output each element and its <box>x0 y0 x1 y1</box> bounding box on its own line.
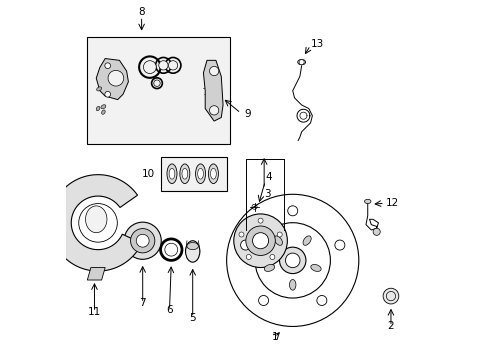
Ellipse shape <box>310 265 321 271</box>
Ellipse shape <box>85 206 107 233</box>
Ellipse shape <box>264 265 274 271</box>
Ellipse shape <box>96 107 100 111</box>
Circle shape <box>372 228 380 235</box>
Circle shape <box>233 214 287 267</box>
Circle shape <box>277 232 282 237</box>
Circle shape <box>334 240 344 250</box>
Circle shape <box>246 255 251 260</box>
Circle shape <box>209 106 218 115</box>
Text: 6: 6 <box>166 305 172 315</box>
Ellipse shape <box>182 168 187 179</box>
Ellipse shape <box>166 164 177 184</box>
Circle shape <box>168 61 177 70</box>
Circle shape <box>285 253 299 267</box>
Circle shape <box>209 66 218 76</box>
Circle shape <box>258 296 268 306</box>
Circle shape <box>269 255 274 260</box>
Circle shape <box>287 206 297 216</box>
Ellipse shape <box>185 241 200 262</box>
Circle shape <box>240 240 250 250</box>
Polygon shape <box>96 59 128 100</box>
Text: 4: 4 <box>265 172 271 182</box>
Text: 5: 5 <box>189 312 196 323</box>
Circle shape <box>299 60 304 64</box>
Ellipse shape <box>197 168 203 179</box>
Circle shape <box>252 233 268 249</box>
Text: 12: 12 <box>385 198 398 208</box>
Ellipse shape <box>274 236 282 245</box>
Circle shape <box>108 70 123 86</box>
Circle shape <box>279 247 305 274</box>
Circle shape <box>245 226 275 256</box>
Circle shape <box>104 91 110 97</box>
Circle shape <box>153 80 160 86</box>
Ellipse shape <box>101 105 106 109</box>
Circle shape <box>316 296 326 306</box>
Text: 10: 10 <box>142 169 155 179</box>
Circle shape <box>143 61 156 73</box>
Ellipse shape <box>364 199 370 203</box>
Text: 1: 1 <box>271 332 278 342</box>
Ellipse shape <box>210 168 216 179</box>
Ellipse shape <box>97 87 102 91</box>
Circle shape <box>258 218 263 223</box>
Text: 9: 9 <box>244 109 251 119</box>
Polygon shape <box>87 267 105 280</box>
Ellipse shape <box>195 164 205 184</box>
Text: 2: 2 <box>387 321 393 332</box>
Circle shape <box>164 243 177 256</box>
Text: 13: 13 <box>310 39 323 49</box>
Circle shape <box>130 229 155 253</box>
Ellipse shape <box>180 164 189 184</box>
Circle shape <box>382 288 398 304</box>
Ellipse shape <box>208 164 218 184</box>
Ellipse shape <box>102 110 105 114</box>
Circle shape <box>124 222 161 259</box>
Ellipse shape <box>289 279 295 290</box>
Circle shape <box>136 234 149 247</box>
Circle shape <box>159 61 168 70</box>
Circle shape <box>239 232 244 237</box>
Text: 11: 11 <box>88 307 101 317</box>
Ellipse shape <box>169 168 175 179</box>
Text: 8: 8 <box>138 7 144 17</box>
Ellipse shape <box>186 243 198 249</box>
Text: 3: 3 <box>264 189 270 199</box>
Circle shape <box>104 63 110 68</box>
Circle shape <box>79 203 117 242</box>
Polygon shape <box>50 175 142 271</box>
Text: 7: 7 <box>139 298 146 308</box>
Ellipse shape <box>303 236 310 245</box>
Ellipse shape <box>297 59 305 65</box>
Bar <box>87 37 230 144</box>
Polygon shape <box>203 60 223 121</box>
Bar <box>160 157 226 191</box>
